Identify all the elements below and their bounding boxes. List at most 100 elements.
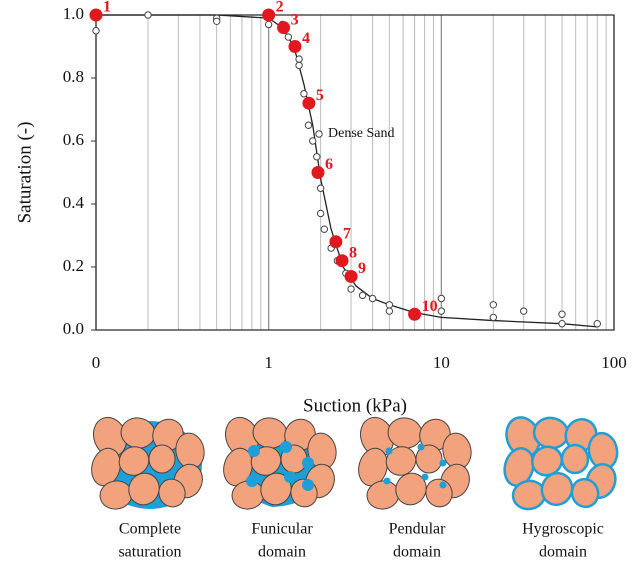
highlight-point xyxy=(277,21,291,35)
data-point xyxy=(558,320,566,328)
point-label: 8 xyxy=(349,244,357,261)
x-tick-label: 100 xyxy=(601,353,627,372)
water-bridge xyxy=(248,445,260,457)
data-point xyxy=(92,27,100,35)
point-label: 1 xyxy=(103,0,111,16)
illustration-caption: domain xyxy=(393,544,441,561)
point-label: 2 xyxy=(276,0,284,16)
data-point xyxy=(558,310,566,318)
water-bridge xyxy=(284,471,296,483)
y-axis-title: Saturation (-) xyxy=(14,122,35,224)
highlight-point xyxy=(344,269,358,283)
grain xyxy=(158,478,186,508)
water-bridge xyxy=(302,479,314,491)
data-point xyxy=(520,307,528,315)
grain xyxy=(358,447,388,487)
data-point xyxy=(437,307,446,315)
x-axis-title: Suction (kPa) xyxy=(303,395,407,416)
grain xyxy=(503,447,535,487)
data-point xyxy=(316,209,325,218)
point-label: 9 xyxy=(358,260,366,277)
point-label: 10 xyxy=(422,298,438,315)
highlight-point xyxy=(335,254,349,268)
grain xyxy=(260,472,292,506)
y-tick-label: 0.4 xyxy=(63,193,85,212)
water-bridge xyxy=(246,475,258,487)
highlight-point xyxy=(262,8,276,22)
data-point xyxy=(264,20,273,29)
highlight-point xyxy=(288,40,302,53)
water-bridge xyxy=(280,441,292,453)
data-point xyxy=(358,291,367,300)
grain xyxy=(128,472,160,506)
data-point xyxy=(320,225,329,233)
data-point xyxy=(284,33,293,41)
point-label: 7 xyxy=(343,225,351,242)
data-point xyxy=(385,307,394,315)
water-bridge xyxy=(417,443,425,451)
grain xyxy=(385,446,417,476)
data-point xyxy=(368,294,377,303)
grain xyxy=(560,443,590,475)
data-point xyxy=(295,55,303,63)
highlight-point xyxy=(89,8,103,22)
y-tick-label: 0.6 xyxy=(63,130,84,149)
water-bridge xyxy=(302,457,314,469)
grain xyxy=(415,444,443,474)
data-point xyxy=(593,320,601,328)
x-tick-label: 0 xyxy=(92,353,101,372)
data-point xyxy=(144,11,152,19)
grain xyxy=(570,477,600,509)
grain-cluster xyxy=(223,416,337,510)
y-tick-label: 1.0 xyxy=(63,4,84,23)
data-point xyxy=(300,90,308,98)
illustration-caption: Funicular xyxy=(251,521,313,538)
illustration-caption: saturation xyxy=(118,544,181,561)
grain xyxy=(223,447,253,487)
data-point xyxy=(385,301,394,309)
highlight-point xyxy=(408,307,422,321)
data-point xyxy=(309,137,317,145)
point-label: 5 xyxy=(316,87,324,104)
water-bridge xyxy=(439,459,447,467)
data-point xyxy=(304,121,313,129)
water-bridge xyxy=(383,477,391,485)
data-point xyxy=(313,153,321,161)
water-bridge xyxy=(385,447,393,455)
legend-label: Dense Sand xyxy=(328,126,395,141)
data-point xyxy=(437,294,446,303)
legend-marker xyxy=(315,130,323,138)
x-tick-label: 10 xyxy=(433,353,450,372)
highlight-point xyxy=(302,96,316,110)
data-point xyxy=(295,61,303,70)
illustration-caption: Complete xyxy=(119,521,181,538)
water-bridge xyxy=(439,481,447,489)
y-tick-label: 0.8 xyxy=(63,67,84,86)
grain xyxy=(148,444,176,474)
x-tick-label: 1 xyxy=(264,353,273,372)
y-tick-label: 0.2 xyxy=(63,256,84,275)
illustration-caption: Pendular xyxy=(389,521,447,538)
illustration-caption: domain xyxy=(539,544,587,561)
illustration-caption: domain xyxy=(258,544,306,561)
illustration-caption: Hygroscopic xyxy=(522,521,604,538)
y-tick-label: 0.0 xyxy=(63,319,84,338)
grain xyxy=(540,471,574,507)
data-point xyxy=(347,285,355,293)
highlight-point xyxy=(329,235,343,249)
grain-cluster xyxy=(503,416,619,511)
highlight-point xyxy=(311,166,325,179)
data-point xyxy=(212,17,221,25)
point-label: 4 xyxy=(302,30,310,47)
grain-cluster xyxy=(358,416,472,510)
point-label: 3 xyxy=(291,11,299,28)
water-bridge xyxy=(421,473,429,481)
data-point xyxy=(316,184,325,192)
data-point xyxy=(489,313,498,322)
grain xyxy=(91,447,121,487)
data-point xyxy=(489,301,498,309)
point-label: 6 xyxy=(325,156,333,173)
grain xyxy=(118,446,150,476)
